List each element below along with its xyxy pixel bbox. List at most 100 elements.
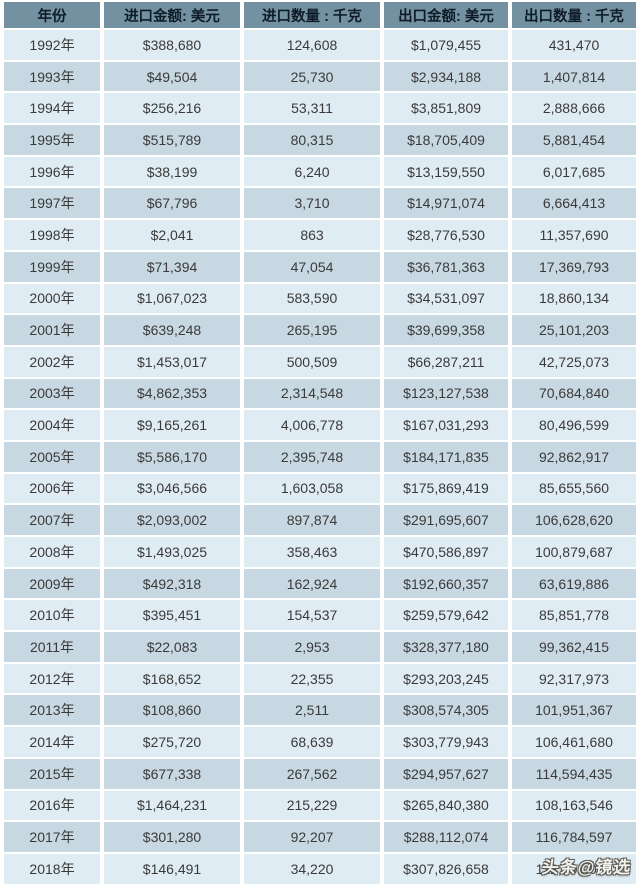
value-cell: $36,781,363 bbox=[384, 251, 508, 282]
year-cell: 2000年 bbox=[4, 283, 100, 314]
value-cell: $168,652 bbox=[104, 663, 240, 694]
value-cell: 34,220 bbox=[244, 853, 380, 884]
value-cell: 5,881,454 bbox=[512, 125, 636, 155]
value-cell: 85,655,560 bbox=[512, 473, 636, 504]
value-cell: 63,619,886 bbox=[512, 568, 636, 599]
value-cell: 101,951,367 bbox=[512, 695, 636, 726]
year-cell: 2018年 bbox=[4, 853, 100, 884]
table-row: 2000年 $1,067,023 583,590 $34,531,097 18,860,… bbox=[4, 283, 636, 314]
table-row: 2007年 $2,093,002 897,874 $291,695,607 106,62… bbox=[4, 505, 636, 535]
table-row: 2011年 $22,083 2,953 $328,377,180 99,362,415 bbox=[4, 632, 636, 662]
value-cell: $275,720 bbox=[104, 727, 240, 757]
value-cell: 92,862,917 bbox=[512, 441, 636, 472]
value-cell: $1,079,455 bbox=[384, 30, 508, 60]
table-row: 2014年 $275,720 68,639 $303,779,943 106,461,6… bbox=[4, 727, 636, 757]
value-cell: $515,789 bbox=[104, 125, 240, 155]
value-cell: $265,840,380 bbox=[384, 790, 508, 821]
value-cell: 500,509 bbox=[244, 346, 380, 377]
table-row: 2015年 $677,338 267,562 $294,957,627 114,594,… bbox=[4, 758, 636, 789]
table-row: 2010年 $395,451 154,537 $259,579,642 85,851,7… bbox=[4, 600, 636, 631]
value-cell: $38,199 bbox=[104, 156, 240, 187]
value-cell: $184,171,835 bbox=[384, 441, 508, 472]
value-cell: $2,093,002 bbox=[104, 505, 240, 535]
value-cell: 1,603,058 bbox=[244, 473, 380, 504]
table-row: 1996年 $38,199 6,240 $13,159,550 6,017,685 bbox=[4, 156, 636, 187]
value-cell: 124,608 bbox=[244, 30, 380, 60]
value-cell: 265,195 bbox=[244, 315, 380, 345]
value-cell: 80,315 bbox=[244, 125, 380, 155]
table-row: 2001年 $639,248 265,195 $39,699,358 25,101,20… bbox=[4, 315, 636, 345]
value-cell: $256,216 bbox=[104, 93, 240, 124]
value-cell: 1,407,814 bbox=[512, 61, 636, 92]
value-cell: $677,338 bbox=[104, 758, 240, 789]
value-cell: 4,006,778 bbox=[244, 410, 380, 440]
year-cell: 2007年 bbox=[4, 505, 100, 535]
table-row: 2009年 $492,318 162,924 $192,660,357 63,619,8… bbox=[4, 568, 636, 599]
value-cell: 2,511 bbox=[244, 695, 380, 726]
table-row: 2002年 $1,453,017 500,509 $66,287,211 42,725,… bbox=[4, 346, 636, 377]
year-cell: 2015年 bbox=[4, 758, 100, 789]
table-row: 2005年 $5,586,170 2,395,748 $184,171,835 92,8… bbox=[4, 441, 636, 472]
value-cell: 215,229 bbox=[244, 790, 380, 821]
table-row: 2017年 $301,280 92,207 $288,112,074 116,784,5… bbox=[4, 822, 636, 852]
year-cell: 1995年 bbox=[4, 125, 100, 155]
value-cell: 17,369,793 bbox=[512, 251, 636, 282]
value-cell: $71,394 bbox=[104, 251, 240, 282]
year-cell: 2004年 bbox=[4, 410, 100, 440]
value-cell: $293,203,245 bbox=[384, 663, 508, 694]
year-cell: 2001年 bbox=[4, 315, 100, 345]
table-row: 2016年 $1,464,231 215,229 $265,840,380 108,16… bbox=[4, 790, 636, 821]
value-cell: $49,504 bbox=[104, 61, 240, 92]
value-cell: $4,862,353 bbox=[104, 378, 240, 409]
column-header: 进口金额: 美元 bbox=[104, 2, 240, 28]
value-cell: $395,451 bbox=[104, 600, 240, 631]
value-cell: $108,860 bbox=[104, 695, 240, 726]
value-cell: 112,705,088 bbox=[512, 853, 636, 884]
year-cell: 2008年 bbox=[4, 537, 100, 567]
header-row: 年份 进口金额: 美元 进口数量 : 千克 出口金额: 美元 出口数量 : 千克 bbox=[4, 2, 636, 28]
value-cell: 267,562 bbox=[244, 758, 380, 789]
value-cell: $67,796 bbox=[104, 188, 240, 219]
year-cell: 2017年 bbox=[4, 822, 100, 852]
year-cell: 2005年 bbox=[4, 441, 100, 472]
value-cell: $34,531,097 bbox=[384, 283, 508, 314]
year-cell: 1997年 bbox=[4, 188, 100, 219]
value-cell: 897,874 bbox=[244, 505, 380, 535]
value-cell: 583,590 bbox=[244, 283, 380, 314]
column-header: 进口数量 : 千克 bbox=[244, 2, 380, 28]
value-cell: $259,579,642 bbox=[384, 600, 508, 631]
value-cell: $123,127,538 bbox=[384, 378, 508, 409]
table-row: 1993年 $49,504 25,730 $2,934,188 1,407,814 bbox=[4, 61, 636, 92]
value-cell: 68,639 bbox=[244, 727, 380, 757]
table-row: 1997年 $67,796 3,710 $14,971,074 6,664,413 bbox=[4, 188, 636, 219]
value-cell: 863 bbox=[244, 220, 380, 250]
table-row: 2008年 $1,493,025 358,463 $470,586,897 100,87… bbox=[4, 537, 636, 567]
value-cell: $303,779,943 bbox=[384, 727, 508, 757]
table-row: 2012年 $168,652 22,355 $293,203,245 92,317,97… bbox=[4, 663, 636, 694]
table-body: 1992年 $388,680 124,608 $1,079,455 431,470 199… bbox=[4, 30, 636, 884]
year-cell: 1998年 bbox=[4, 220, 100, 250]
value-cell: $167,031,293 bbox=[384, 410, 508, 440]
value-cell: 6,240 bbox=[244, 156, 380, 187]
value-cell: $18,705,409 bbox=[384, 125, 508, 155]
value-cell: $28,776,530 bbox=[384, 220, 508, 250]
value-cell: 106,628,620 bbox=[512, 505, 636, 535]
column-header: 出口数量 : 千克 bbox=[512, 2, 636, 28]
value-cell: $294,957,627 bbox=[384, 758, 508, 789]
table-row: 1995年 $515,789 80,315 $18,705,409 5,881,454 bbox=[4, 125, 636, 155]
value-cell: 85,851,778 bbox=[512, 600, 636, 631]
value-cell: 92,207 bbox=[244, 822, 380, 852]
year-cell: 1993年 bbox=[4, 61, 100, 92]
value-cell: 18,860,134 bbox=[512, 283, 636, 314]
year-cell: 2010年 bbox=[4, 600, 100, 631]
table-row: 1992年 $388,680 124,608 $1,079,455 431,470 bbox=[4, 30, 636, 60]
year-cell: 2003年 bbox=[4, 378, 100, 409]
value-cell: $328,377,180 bbox=[384, 632, 508, 662]
table-row: 2013年 $108,860 2,511 $308,574,305 101,951,36… bbox=[4, 695, 636, 726]
column-header: 出口金额: 美元 bbox=[384, 2, 508, 28]
value-cell: 99,362,415 bbox=[512, 632, 636, 662]
table-row: 2003年 $4,862,353 2,314,548 $123,127,538 70,6… bbox=[4, 378, 636, 409]
table-row: 2018年 $146,491 34,220 $307,826,658 112,705,0… bbox=[4, 853, 636, 884]
value-cell: $192,660,357 bbox=[384, 568, 508, 599]
year-cell: 2006年 bbox=[4, 473, 100, 504]
